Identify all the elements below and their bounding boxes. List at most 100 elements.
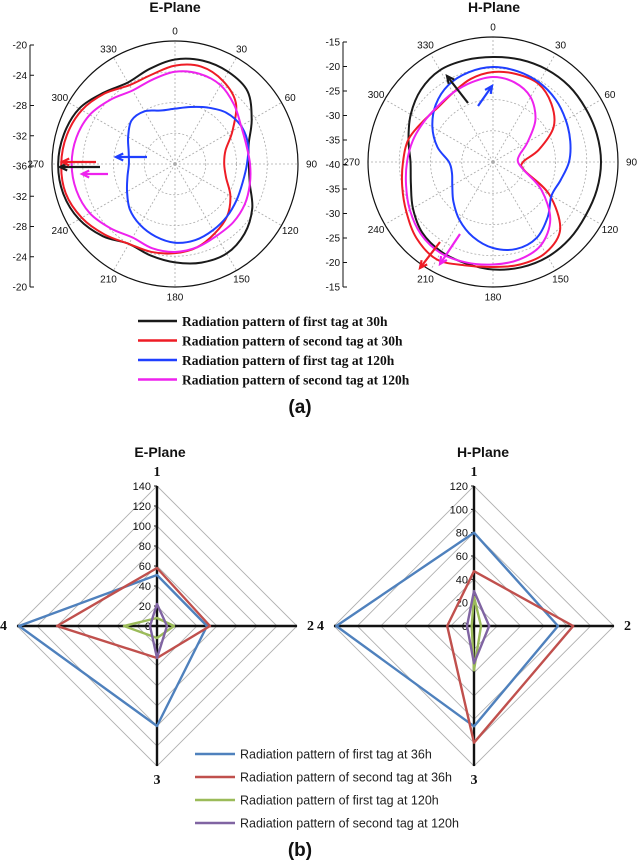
angle-label: 90 bbox=[306, 160, 318, 171]
angle-label: 270 bbox=[343, 158, 360, 169]
angle-label: 300 bbox=[368, 90, 385, 101]
radar-tick-label: 60 bbox=[456, 551, 468, 563]
radial-scale-label: -15 bbox=[326, 38, 341, 49]
radial-scale-label: -35 bbox=[326, 136, 341, 147]
radar-tick-label: 0 bbox=[145, 621, 151, 633]
h-plane-title-b: H-Plane bbox=[457, 444, 509, 460]
angle-label: 330 bbox=[417, 41, 434, 52]
radial-scale-label: -40 bbox=[326, 160, 341, 171]
grid-circle bbox=[143, 132, 207, 196]
grid-spoke bbox=[492, 161, 602, 225]
radial-scale-label: -25 bbox=[326, 87, 341, 98]
arrow-blue-head bbox=[113, 152, 124, 162]
radar-tick-label: 40 bbox=[139, 581, 151, 593]
radial-scale-label: -20 bbox=[13, 283, 28, 294]
series-line-red bbox=[60, 63, 238, 255]
legend-a-label: Radiation pattern of first tag at 30h bbox=[182, 314, 388, 329]
series-line-magenta bbox=[70, 70, 252, 253]
grid-spoke bbox=[384, 99, 494, 163]
arrow-red-h-shaft bbox=[419, 241, 441, 269]
arrow-blue-h-shaft bbox=[477, 85, 493, 107]
h-plane-title-a: H-Plane bbox=[468, 0, 520, 15]
angle-label: 270 bbox=[27, 160, 44, 171]
arrow-black-h-head bbox=[445, 74, 455, 85]
angle-label: 30 bbox=[555, 41, 567, 52]
arrow-magenta-h-shaft bbox=[439, 233, 461, 265]
radar-tick-label: 80 bbox=[456, 528, 468, 540]
legend-b-label: Radiation pattern of first tag at 120h bbox=[240, 794, 439, 808]
panel-a-label: (a) bbox=[288, 397, 311, 418]
grid-spoke bbox=[113, 163, 176, 271]
grid-spoke bbox=[430, 161, 494, 271]
angle-label: 210 bbox=[100, 275, 117, 286]
grid-spoke bbox=[492, 53, 556, 163]
series-line-black bbox=[57, 57, 254, 265]
grid-spoke bbox=[492, 99, 602, 163]
series-line-magenta bbox=[404, 75, 552, 266]
radial-scale-label: -32 bbox=[13, 192, 28, 203]
radial-scale-label: -32 bbox=[13, 131, 28, 142]
grid-spoke bbox=[174, 163, 237, 271]
radar-axis-label-4: 4 bbox=[317, 619, 324, 634]
arrow-magenta-h-head bbox=[438, 255, 448, 267]
grid-spoke bbox=[174, 102, 282, 165]
legend-a-label: Radiation pattern of first tag at 120h bbox=[182, 353, 395, 368]
e-plane-title-b: E-Plane bbox=[134, 444, 186, 460]
angle-label: 120 bbox=[282, 226, 299, 237]
arrow-blue-h-head bbox=[484, 83, 494, 95]
angle-label: 60 bbox=[604, 90, 616, 101]
radial-scale-label: -20 bbox=[326, 62, 341, 73]
radar-series-b_green bbox=[122, 616, 176, 640]
polar-outer-ring bbox=[51, 40, 299, 288]
angle-label: 0 bbox=[172, 27, 178, 38]
radar-axis-label-3: 3 bbox=[154, 773, 161, 788]
radar-tick-label: 120 bbox=[450, 481, 468, 493]
legend-b-label: Radiation pattern of second tag at 120h bbox=[240, 817, 459, 831]
radar-series-b_purple bbox=[465, 589, 491, 665]
legend-b-label: Radiation pattern of first tag at 36h bbox=[240, 748, 432, 762]
e-plane-polar-chart: 0 30 60 90 120 150 180 210 240 270 300 330 -20 -24 -28… bbox=[13, 27, 318, 304]
legend-a: Radiation pattern of first tag at 30h Rad… bbox=[138, 314, 410, 388]
legend-b: Radiation pattern of first tag at 36h Rad… bbox=[195, 748, 459, 831]
radar-axis-label-1: 1 bbox=[471, 465, 478, 480]
polar-outer-ring bbox=[367, 36, 619, 288]
arrow-black-h-shaft bbox=[446, 75, 469, 104]
radial-scale-label: -30 bbox=[326, 209, 341, 220]
angle-label: 0 bbox=[490, 23, 496, 34]
panel-b-label: (b) bbox=[288, 840, 312, 861]
radial-scale-label: -24 bbox=[13, 252, 28, 263]
radar-series-b_blue bbox=[17, 573, 209, 728]
radial-scale-label: -35 bbox=[326, 185, 341, 196]
angle-label: 240 bbox=[51, 226, 68, 237]
radar-tick-label: 0 bbox=[462, 621, 468, 633]
arrow-black-head bbox=[57, 162, 68, 172]
radial-scale-label: -28 bbox=[13, 101, 28, 112]
radar-tick-label: 100 bbox=[450, 504, 468, 516]
radial-scale-label: -20 bbox=[13, 41, 28, 52]
radar-tick-label: 120 bbox=[133, 501, 151, 513]
grid-spoke bbox=[384, 161, 494, 225]
radial-scale-label: -25 bbox=[326, 234, 341, 245]
e-plane-title-a: E-Plane bbox=[149, 0, 201, 15]
angle-label: 240 bbox=[368, 225, 385, 236]
radar-tick-label: 140 bbox=[133, 481, 151, 493]
radar-axis-label-2: 2 bbox=[307, 619, 314, 634]
series-line-blue bbox=[125, 105, 250, 244]
radar-axis-label-3: 3 bbox=[471, 773, 478, 788]
radar-tick-label: 60 bbox=[139, 561, 151, 573]
radar-tick-label: 100 bbox=[133, 521, 151, 533]
h-plane-polar-chart: 0 30 60 90 120 150 180 210 240 270 300 330 -15 -20 -25… bbox=[326, 23, 637, 304]
series-line-blue bbox=[431, 65, 572, 251]
angle-label: 120 bbox=[602, 225, 619, 236]
angle-label: 330 bbox=[100, 44, 117, 55]
grid-spoke bbox=[174, 57, 237, 165]
legend-a-label: Radiation pattern of second tag at 30h bbox=[182, 334, 403, 349]
angle-label: 180 bbox=[167, 293, 184, 304]
radar-tick-label: 40 bbox=[456, 574, 468, 586]
angle-label: 90 bbox=[626, 158, 637, 169]
grid-spoke bbox=[68, 163, 176, 226]
radar-series-b_red bbox=[55, 566, 212, 660]
